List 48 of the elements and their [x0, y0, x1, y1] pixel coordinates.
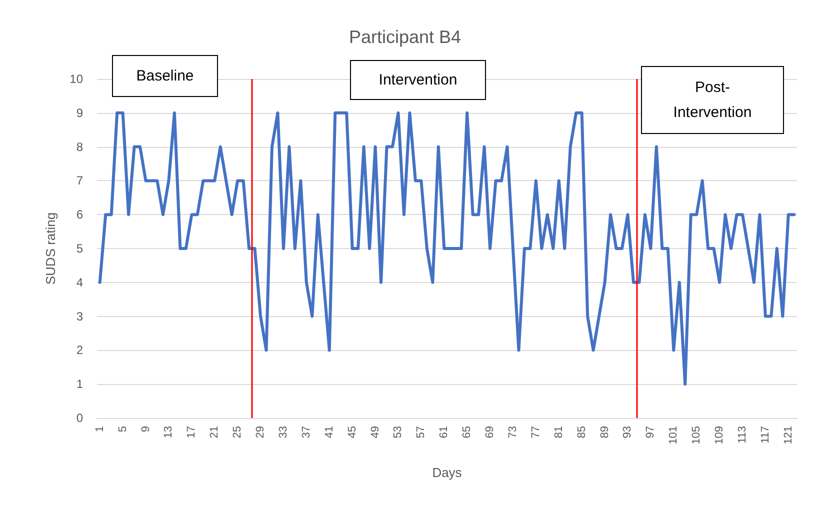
y-tick-label: 7: [76, 174, 84, 188]
y-tick-label: 6: [76, 208, 84, 222]
y-tick-label: 9: [76, 106, 84, 120]
x-tick-label: 57: [415, 426, 428, 438]
y-tick-label: 3: [76, 309, 84, 324]
x-tick-label: 49: [369, 426, 382, 438]
x-tick-label: 1: [94, 426, 106, 432]
x-tick-label: 45: [346, 426, 358, 438]
x-tick-label: 53: [392, 426, 404, 438]
x-tick-label: 37: [300, 426, 312, 438]
y-tick-label: 5: [76, 242, 84, 256]
x-tick-label: 117: [759, 426, 772, 444]
y-tick-label: 2: [76, 343, 84, 358]
x-tick-label: 89: [598, 426, 611, 438]
annotation: Baseline: [135, 66, 195, 86]
x-tick-label: 13: [162, 426, 175, 438]
x-tick-label: 113: [736, 426, 748, 444]
x-tick-label: 41: [323, 426, 336, 438]
x-tick-label: 61: [438, 426, 450, 438]
x-tick-label: 25: [232, 426, 244, 438]
x-tick-label: 77: [530, 426, 542, 438]
x-tick-label: 33: [277, 426, 290, 438]
x-tick-label: 97: [644, 426, 657, 438]
x-tick-label: 17: [186, 426, 198, 438]
x-tick-label: 121: [782, 426, 794, 444]
x-tick-label: 105: [690, 426, 703, 444]
x-tick-label: 109: [714, 426, 726, 444]
chart-title: Participant B4: [348, 27, 462, 47]
x-tick-label: 73: [506, 426, 519, 438]
x-tick-label: 81: [552, 426, 565, 438]
y-tick-label: 4: [76, 275, 84, 290]
x-tick-label: 9: [140, 426, 152, 432]
x-tick-label: 85: [576, 426, 588, 438]
y-tick-label: 8: [76, 140, 84, 154]
y-tick-label: 10: [70, 72, 84, 86]
y-tick-label: 0: [76, 411, 84, 425]
x-tick-label: 29: [254, 426, 267, 438]
annotation: Intervention: [378, 70, 458, 90]
y-axis-title: SUDS rating: [43, 212, 58, 285]
x-axis-title: Days: [432, 465, 462, 480]
x-tick-label: 93: [622, 426, 634, 438]
x-tick-label: 21: [208, 426, 221, 438]
y-tick-label: 1: [76, 377, 84, 392]
x-tick-label: 101: [668, 426, 680, 444]
x-tick-label: 65: [461, 426, 474, 438]
x-tick-label: 5: [116, 426, 129, 432]
annotation: Post- Intervention: [672, 78, 753, 123]
x-tick-label: 69: [484, 426, 496, 438]
